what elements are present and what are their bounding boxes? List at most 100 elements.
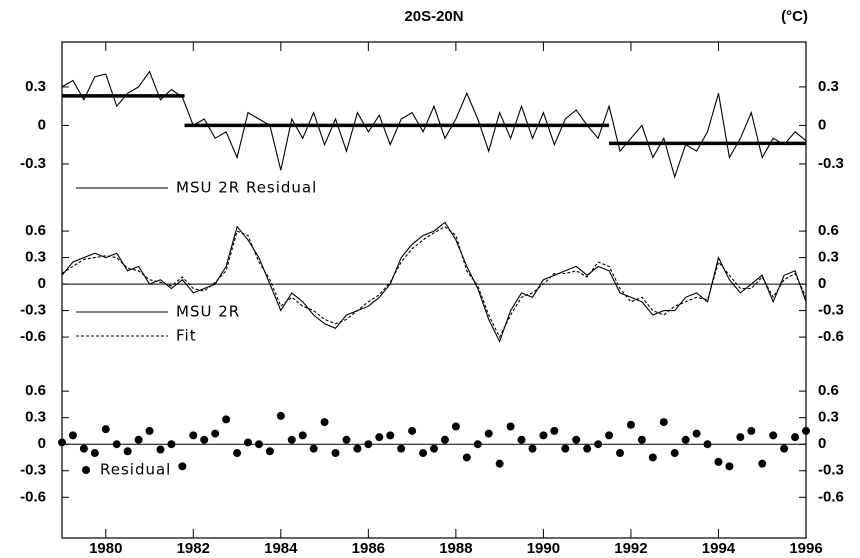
residual-dot bbox=[681, 435, 690, 444]
residual-dot bbox=[670, 449, 679, 458]
residual-dot bbox=[528, 444, 537, 453]
residual-dot bbox=[189, 431, 198, 440]
residual-dot bbox=[758, 459, 767, 468]
residual-dot bbox=[134, 435, 143, 444]
y-tick-label: -0.3 bbox=[20, 302, 46, 319]
y-tick-label-right: -0.3 bbox=[818, 302, 844, 319]
y-tick-label: 0 bbox=[38, 275, 46, 292]
residual-dot bbox=[616, 449, 624, 458]
residual-dot bbox=[594, 440, 603, 449]
residual-dot bbox=[440, 435, 449, 444]
residual-dot bbox=[605, 431, 614, 440]
residual-dot bbox=[703, 440, 712, 449]
residual-dot bbox=[112, 440, 121, 449]
residual-dot bbox=[364, 440, 373, 449]
legend-label: MSU 2R bbox=[176, 303, 240, 321]
y-tick-label-right: 0.3 bbox=[818, 78, 839, 95]
residual-dot bbox=[200, 435, 209, 444]
residual-dot bbox=[276, 411, 285, 420]
residual-dot bbox=[484, 429, 493, 438]
y-tick-label-right: -0.6 bbox=[818, 328, 844, 345]
y-tick-label: 0 bbox=[38, 116, 46, 133]
y-tick-label-right: 0.3 bbox=[818, 249, 839, 266]
y-tick-label-right: 0 bbox=[818, 116, 826, 133]
y-tick-label-right: 0.6 bbox=[818, 382, 839, 399]
y-tick-label-right: 0.6 bbox=[818, 222, 839, 239]
residual-dot bbox=[802, 426, 810, 435]
residual-dot bbox=[430, 444, 438, 453]
residual-dot bbox=[725, 462, 734, 471]
y-tick-label: 0 bbox=[38, 435, 46, 452]
y-tick-label: -0.6 bbox=[20, 328, 46, 345]
y-tick-label-right: -0.3 bbox=[818, 462, 844, 479]
series-line bbox=[61, 221, 807, 343]
x-tick-label: 1994 bbox=[702, 540, 736, 557]
residual-dot bbox=[353, 444, 362, 453]
residual-dot bbox=[254, 440, 263, 449]
residual-dot bbox=[506, 422, 515, 431]
residual-dot bbox=[265, 447, 274, 456]
residual-dot bbox=[451, 422, 460, 431]
y-tick-label: 0.6 bbox=[25, 222, 46, 239]
residual-dot bbox=[769, 431, 778, 440]
residual-dot bbox=[101, 425, 110, 434]
y-tick-label: 0.6 bbox=[25, 382, 46, 399]
residual-dot bbox=[244, 438, 252, 447]
residual-dot bbox=[659, 418, 668, 427]
y-tick-label: 0.3 bbox=[25, 409, 46, 426]
residual-dot bbox=[298, 431, 307, 440]
residual-dot bbox=[408, 426, 417, 435]
residual-dot bbox=[58, 438, 66, 447]
residual-dot bbox=[692, 429, 701, 438]
residual-dot bbox=[473, 440, 482, 449]
residual-dot bbox=[637, 435, 646, 444]
residual-dot bbox=[747, 426, 756, 435]
legend-marker bbox=[82, 466, 90, 474]
residual-dot bbox=[495, 459, 504, 468]
residual-dot bbox=[714, 457, 723, 466]
x-tick-label: 1996 bbox=[789, 540, 822, 557]
residual-dot bbox=[539, 431, 548, 440]
residual-dot bbox=[419, 449, 428, 458]
residual-dot bbox=[68, 431, 77, 440]
series-line bbox=[61, 70, 807, 179]
residual-dot bbox=[572, 435, 581, 444]
residual-dot bbox=[342, 435, 351, 444]
residual-dot bbox=[736, 433, 745, 442]
residual-dot bbox=[178, 462, 187, 471]
legend-label: MSU 2R Residual bbox=[176, 179, 317, 197]
residual-dot bbox=[375, 433, 384, 442]
legend-label: Residual bbox=[100, 461, 171, 479]
x-tick-label: 1992 bbox=[614, 540, 647, 557]
legend-label: Fit bbox=[176, 327, 197, 345]
x-tick-label: 1988 bbox=[439, 540, 472, 557]
y-tick-label-right: 0.3 bbox=[818, 409, 839, 426]
y-tick-label-right: -0.6 bbox=[818, 488, 844, 505]
y-tick-label: -0.3 bbox=[20, 155, 46, 172]
y-tick-label-right: -0.3 bbox=[818, 155, 844, 172]
residual-dot bbox=[331, 449, 340, 458]
residual-dot bbox=[233, 449, 242, 458]
residual-dot bbox=[222, 415, 231, 424]
residual-dot bbox=[517, 435, 526, 444]
residual-dot bbox=[211, 429, 220, 438]
residual-dot bbox=[791, 433, 800, 442]
x-tick-label: 1990 bbox=[527, 540, 560, 557]
y-tick-label-right: 0 bbox=[818, 275, 826, 292]
residual-dot bbox=[583, 444, 592, 453]
residual-dot bbox=[90, 449, 99, 458]
series-line bbox=[61, 226, 807, 339]
chart-title: 20S-20N bbox=[404, 8, 463, 25]
y-tick-label: -0.3 bbox=[20, 462, 46, 479]
residual-dot bbox=[780, 444, 789, 453]
residual-dot bbox=[156, 445, 165, 454]
residual-dot bbox=[320, 418, 329, 427]
residual-dot bbox=[386, 431, 395, 440]
y-tick-label: -0.6 bbox=[20, 488, 46, 505]
x-tick-label: 1982 bbox=[177, 540, 210, 557]
residual-dot bbox=[561, 444, 570, 453]
y-tick-label: 0.3 bbox=[25, 78, 46, 95]
x-tick-label: 1980 bbox=[89, 540, 122, 557]
residual-dot bbox=[648, 453, 657, 462]
